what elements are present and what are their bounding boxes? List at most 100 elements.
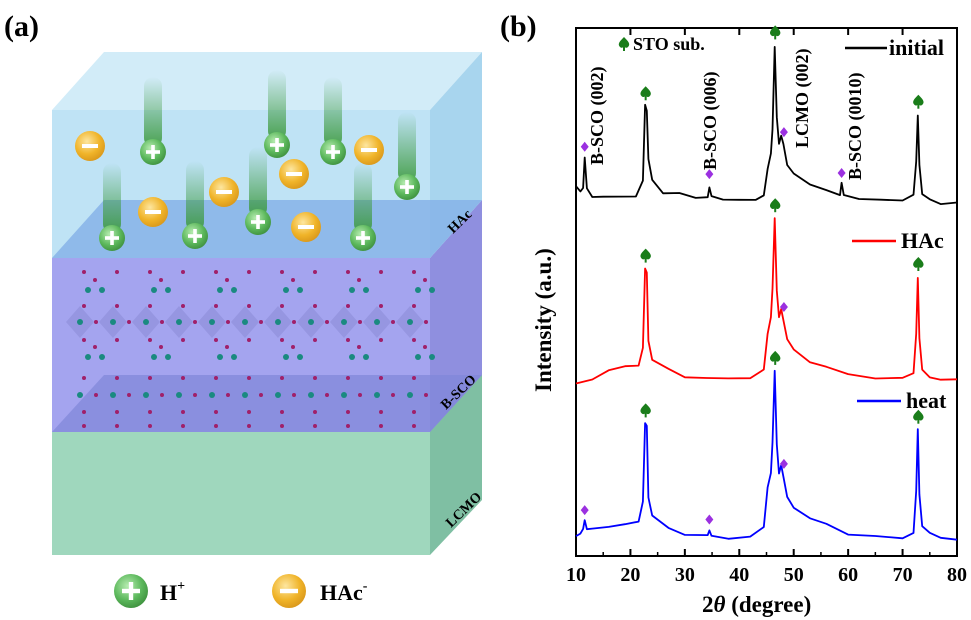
sto-marker-icon: [640, 403, 651, 418]
bsco-lower-band: [52, 375, 482, 432]
cobalt-atom: [308, 392, 314, 398]
oxygen-atom: [148, 270, 152, 274]
oxygen-atom: [325, 393, 329, 397]
proton-trail: [354, 163, 372, 233]
proton-icon: [245, 209, 271, 235]
oxygen-atom: [313, 270, 317, 274]
proton-legend-icon: [114, 574, 148, 608]
proton-trail: [186, 161, 204, 231]
oxygen-atom: [357, 345, 361, 349]
hac-top-face: [52, 52, 482, 110]
cobalt-atom: [341, 392, 347, 398]
oxygen-atom: [159, 345, 163, 349]
oxygen-atom: [424, 393, 428, 397]
oxygen-atom: [127, 320, 131, 324]
oxygen-atom: [148, 410, 152, 414]
oxygen-atom: [181, 270, 185, 274]
hac-series-label: HAc: [901, 228, 944, 253]
sto-marker-icon: [769, 350, 781, 365]
oxygen-atom: [225, 278, 229, 282]
oxygen-atom: [291, 278, 295, 282]
anion-icon: [291, 212, 321, 242]
anion-legend-label: HAc-: [320, 579, 368, 605]
bsco-side-face: [430, 200, 482, 432]
cobalt-atom: [374, 319, 380, 325]
proton-trail: [398, 112, 416, 182]
plot-frame: [575, 27, 958, 557]
oxygen-atom: [148, 338, 152, 342]
proton-trail: [144, 77, 162, 147]
x-tick-label: 50: [784, 564, 804, 586]
bsco-marker-icon: [580, 141, 589, 152]
anion-icon: [279, 159, 309, 189]
oxygen-atom: [94, 393, 98, 397]
oxygen-atom: [148, 424, 152, 428]
cobalt-atom: [275, 319, 281, 325]
proton-icon: [320, 139, 346, 165]
oxygen-atom: [346, 410, 350, 414]
anion-icon: [75, 131, 105, 161]
proton-legend-label: H+: [160, 579, 185, 605]
cobalt-atom: [143, 319, 149, 325]
series-line-initial: [575, 46, 958, 205]
sto-marker-icon: [913, 257, 924, 271]
proton-icon: [140, 139, 166, 165]
oxygen-atom: [259, 320, 263, 324]
cobalt-atom: [165, 287, 171, 293]
oxygen-atom: [193, 393, 197, 397]
oxygen-atom: [391, 393, 395, 397]
oxygen-atom: [160, 320, 164, 324]
bsco-marker-icon: [705, 169, 714, 180]
cobalt-atom: [151, 354, 157, 360]
x-tick-label: 30: [675, 564, 695, 586]
series-layer: [575, 46, 958, 541]
cobalt-atom: [407, 392, 413, 398]
cobalt-atom: [415, 287, 421, 293]
oxygen-atom: [259, 393, 263, 397]
oxygen-atom: [346, 338, 350, 342]
cobalt-atom: [283, 287, 289, 293]
oxygen-atom: [226, 393, 230, 397]
oxygen-atom: [247, 424, 251, 428]
sto-legend-spade-icon: [618, 37, 630, 51]
cobalt-atom: [99, 354, 105, 360]
cobalt-atom: [341, 319, 347, 325]
sto-marker-icon: [640, 86, 651, 101]
oxygen-atom: [412, 424, 416, 428]
oxygen-atom: [423, 278, 427, 282]
oxygen-atom: [346, 270, 350, 274]
oxygen-atom: [226, 320, 230, 324]
proton-trail: [249, 147, 267, 217]
sto-legend-icon: [618, 37, 630, 51]
oxygen-atom: [181, 304, 185, 308]
oxygen-atom: [379, 338, 383, 342]
cobalt-atom: [143, 392, 149, 398]
oxygen-atom: [325, 320, 329, 324]
anion-icon: [354, 135, 384, 165]
oxygen-atom: [148, 304, 152, 308]
bsco-marker-icon: [580, 505, 589, 516]
oxygen-atom: [379, 410, 383, 414]
x-axis-title: 2θ (degree): [702, 592, 811, 617]
oxygen-atom: [82, 410, 86, 414]
oxygen-atom: [82, 270, 86, 274]
cobalt-atom: [308, 319, 314, 325]
oxygen-atom: [346, 304, 350, 308]
oxygen-atom: [93, 345, 97, 349]
oxygen-atom: [291, 345, 295, 349]
heat-series-label: heat: [906, 388, 947, 413]
oxygen-atom: [412, 270, 416, 274]
marker-layer: [580, 25, 924, 525]
oxygen-atom: [379, 270, 383, 274]
initial-series-label: initial: [889, 35, 944, 60]
oxygen-atom: [160, 393, 164, 397]
peak-label-bsco-002: B-SCO (002): [587, 66, 608, 165]
oxygen-atom: [214, 304, 218, 308]
oxygen-atom: [280, 270, 284, 274]
oxygen-atom: [247, 376, 251, 380]
oxygen-atom: [346, 424, 350, 428]
oxygen-atom: [358, 320, 362, 324]
panel-b-label: (b): [500, 10, 537, 43]
oxygen-atom: [115, 270, 119, 274]
